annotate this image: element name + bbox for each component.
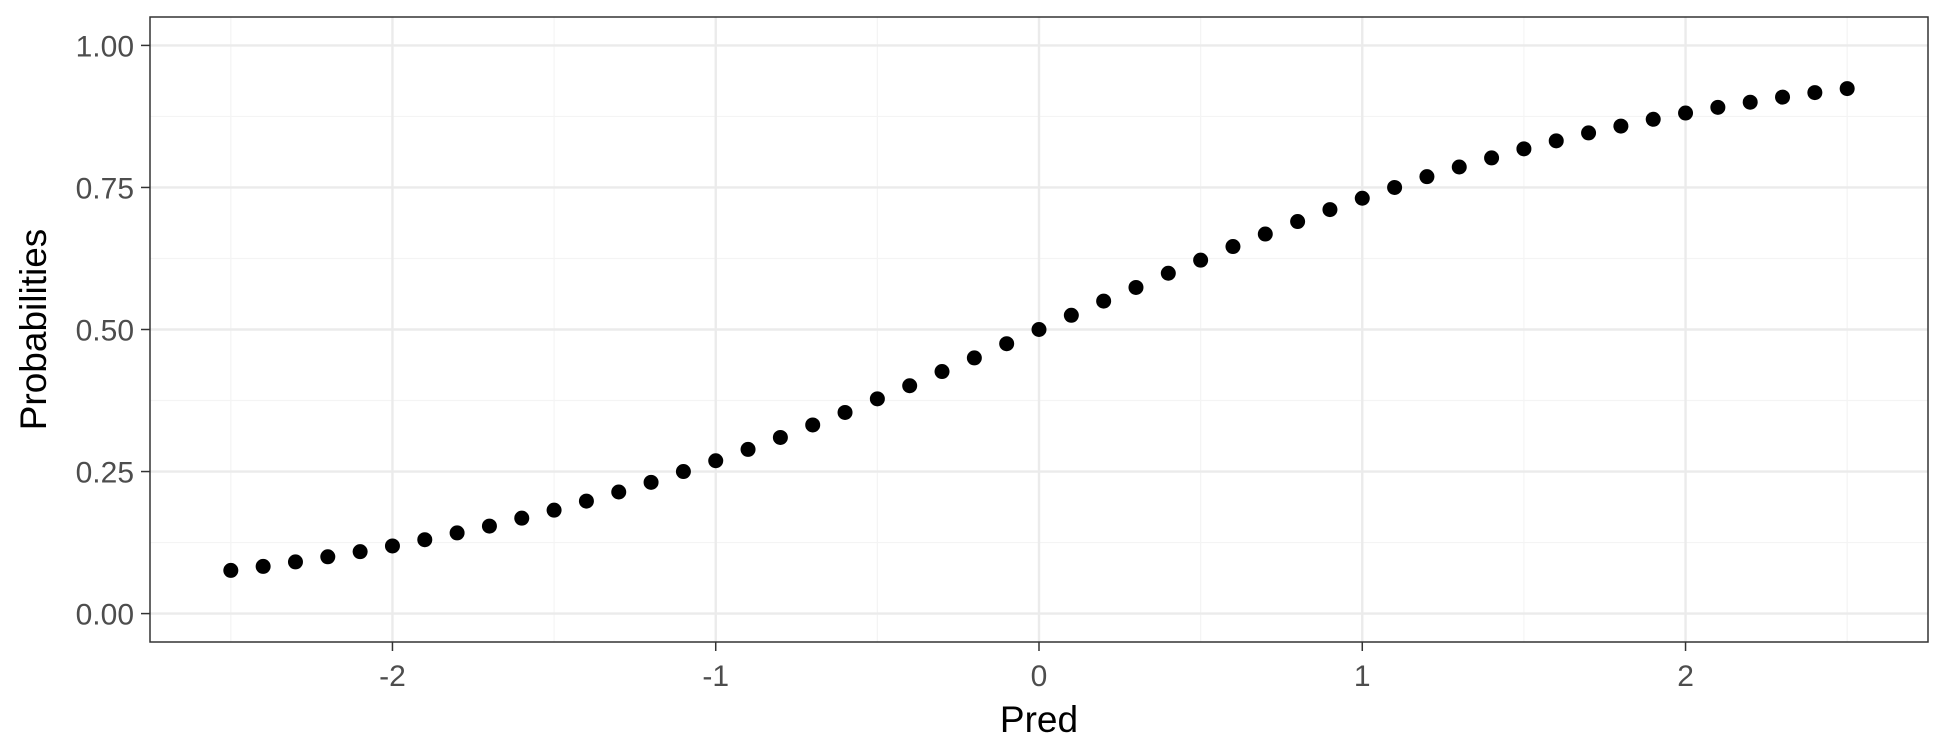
y-tick-label: 1.00 (76, 30, 134, 63)
data-point (352, 544, 368, 560)
data-point (611, 484, 627, 500)
data-point (1290, 214, 1306, 230)
data-point (708, 453, 724, 469)
x-tick-label: -2 (379, 660, 406, 693)
data-point (417, 532, 433, 548)
data-point (1354, 190, 1370, 206)
data-point (255, 558, 271, 574)
data-point (1257, 226, 1273, 242)
data-point (287, 554, 303, 570)
data-point (1225, 239, 1241, 255)
data-point (772, 429, 788, 445)
data-point (578, 493, 594, 509)
data-point (643, 474, 659, 490)
x-tick-label: 0 (1031, 660, 1048, 693)
data-point (1839, 81, 1855, 97)
data-point (514, 510, 530, 526)
y-axis-title: Probabilities (13, 229, 54, 431)
data-point (805, 417, 821, 433)
x-tick-label: 2 (1677, 660, 1694, 693)
x-axis-title: Pred (1000, 699, 1078, 740)
data-point (1387, 179, 1403, 195)
data-point (546, 502, 562, 518)
data-point (1031, 322, 1047, 337)
data-point (902, 378, 918, 394)
data-point (1516, 141, 1532, 157)
y-tick-label: 0.25 (76, 457, 134, 490)
data-point (320, 549, 336, 565)
data-point (1451, 159, 1467, 175)
data-point (1807, 85, 1823, 101)
x-tick-label: -1 (702, 660, 729, 693)
data-point (1775, 89, 1791, 105)
data-point (223, 562, 239, 578)
data-point (999, 336, 1015, 352)
major-gridlines (150, 17, 1928, 642)
data-point (1096, 293, 1112, 309)
data-point (1063, 307, 1079, 323)
data-point (934, 364, 950, 380)
data-point (1160, 265, 1176, 281)
data-point (869, 391, 885, 407)
data-point (1678, 105, 1694, 121)
data-point (1645, 111, 1661, 127)
data-point (1742, 94, 1758, 110)
data-points (223, 81, 1855, 578)
data-point (1193, 252, 1209, 268)
y-axis: 0.00 0.25 0.50 0.75 1.00 (76, 30, 150, 632)
data-point (1322, 202, 1338, 218)
data-point (449, 525, 465, 541)
data-point (384, 538, 400, 554)
data-point (1484, 150, 1500, 166)
y-tick-label: 0.75 (76, 172, 134, 205)
data-point (481, 518, 497, 534)
y-tick-label: 0.50 (76, 315, 134, 348)
data-point (1581, 125, 1597, 141)
y-tick-label: 0.00 (76, 599, 134, 632)
data-point (966, 350, 982, 366)
x-axis: -2 -1 0 1 2 (379, 642, 1694, 693)
data-point (1613, 118, 1629, 134)
data-point (1548, 133, 1564, 149)
data-point (1419, 169, 1435, 185)
x-tick-label: 1 (1354, 660, 1371, 693)
data-point (837, 404, 853, 420)
data-point (675, 464, 691, 480)
data-point (1710, 99, 1726, 115)
data-point (1128, 279, 1144, 295)
data-point (740, 441, 756, 457)
